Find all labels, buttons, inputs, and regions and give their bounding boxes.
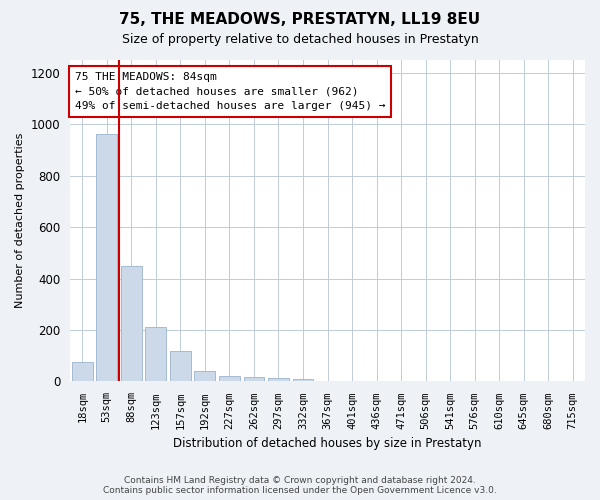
Y-axis label: Number of detached properties: Number of detached properties xyxy=(15,133,25,308)
Bar xyxy=(219,376,240,382)
Bar xyxy=(72,362,93,382)
Bar xyxy=(194,371,215,382)
Bar xyxy=(170,350,191,382)
Text: 75, THE MEADOWS, PRESTATYN, LL19 8EU: 75, THE MEADOWS, PRESTATYN, LL19 8EU xyxy=(119,12,481,28)
Bar xyxy=(268,378,289,382)
Bar xyxy=(121,266,142,382)
Bar xyxy=(145,326,166,382)
Bar xyxy=(97,134,117,382)
Bar xyxy=(293,380,313,382)
Bar xyxy=(244,377,265,382)
Text: 75 THE MEADOWS: 84sqm
← 50% of detached houses are smaller (962)
49% of semi-det: 75 THE MEADOWS: 84sqm ← 50% of detached … xyxy=(75,72,385,111)
Text: Contains HM Land Registry data © Crown copyright and database right 2024.
Contai: Contains HM Land Registry data © Crown c… xyxy=(103,476,497,495)
X-axis label: Distribution of detached houses by size in Prestatyn: Distribution of detached houses by size … xyxy=(173,437,482,450)
Text: Size of property relative to detached houses in Prestatyn: Size of property relative to detached ho… xyxy=(122,32,478,46)
